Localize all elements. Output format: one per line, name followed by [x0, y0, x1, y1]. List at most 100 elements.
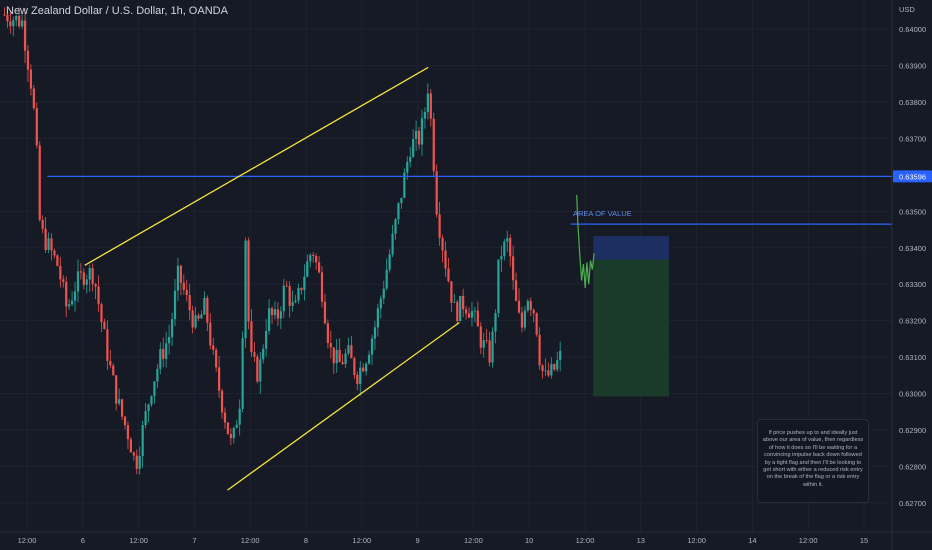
risk-zone	[593, 236, 669, 260]
candle-body	[438, 214, 441, 238]
candle-body	[462, 295, 465, 310]
candle-body	[456, 302, 459, 322]
candle-body	[238, 408, 241, 425]
candle-body	[256, 356, 259, 382]
candle-body	[447, 268, 450, 282]
candle-body	[514, 280, 518, 301]
candle-body	[326, 323, 329, 344]
y-tick-label: 0.63200	[899, 317, 926, 326]
candle-body	[538, 334, 541, 366]
y-tick-label: 0.63500	[899, 207, 926, 216]
x-tick-label: 12:00	[241, 536, 260, 545]
candle-body	[162, 349, 165, 359]
candle-body	[188, 295, 191, 311]
candle-body	[85, 279, 88, 285]
y-tick-label: 0.62900	[899, 426, 926, 435]
candle-body	[91, 268, 94, 285]
candle-body	[464, 309, 468, 314]
candle-body	[303, 276, 306, 291]
candle-body	[262, 348, 265, 360]
position-tool[interactable]	[593, 236, 669, 397]
candle-body	[291, 302, 294, 306]
candle-body	[47, 238, 50, 250]
candle-body	[241, 338, 244, 409]
candle-body	[209, 322, 212, 346]
candle-body	[506, 237, 509, 242]
candle-body	[532, 309, 535, 314]
candle-body	[444, 250, 447, 269]
x-tick-label: 12:00	[687, 536, 706, 545]
candle-body	[165, 343, 168, 359]
candles	[3, 7, 562, 475]
candle-body	[488, 340, 491, 363]
candle-body	[553, 364, 556, 370]
candle-body	[420, 118, 424, 145]
candle-body	[459, 295, 462, 322]
currency-label: USD	[899, 5, 915, 14]
candle-body	[338, 349, 341, 363]
candle-body	[244, 240, 247, 339]
candle-body	[35, 108, 38, 146]
candle-body	[441, 237, 444, 251]
y-tick-label: 0.63300	[899, 280, 926, 289]
x-tick-label: 12:00	[799, 536, 818, 545]
candle-body	[259, 359, 262, 382]
y-tick-label: 0.63800	[899, 98, 926, 107]
x-tick-label: 12:00	[18, 536, 37, 545]
candle-body	[253, 352, 256, 357]
candle-body	[559, 350, 562, 361]
candle-body	[26, 50, 30, 70]
candle-body	[288, 286, 291, 306]
x-tick-label: 7	[192, 536, 196, 545]
candle-body	[206, 297, 209, 323]
candle-body	[12, 20, 15, 27]
candle-body	[50, 238, 53, 251]
candle-body	[403, 172, 406, 198]
candle-body	[106, 329, 109, 361]
candle-body	[317, 262, 321, 273]
candle-body	[500, 256, 503, 260]
candle-body	[453, 302, 456, 303]
candle-body	[267, 308, 271, 331]
y-tick-label: 0.62800	[899, 462, 926, 471]
candle-body	[294, 300, 297, 303]
candle-body	[218, 367, 221, 391]
candle-body	[382, 288, 385, 299]
candle-body	[309, 254, 312, 262]
candle-body	[173, 290, 177, 320]
candle-body	[212, 345, 215, 350]
candle-body	[235, 424, 238, 428]
symbol-title[interactable]: New Zealand Dollar / U.S. Dollar, 1h, OA…	[6, 5, 228, 17]
candle-body	[479, 326, 482, 348]
candle-body	[365, 363, 368, 372]
candle-body	[265, 330, 268, 349]
candle-body	[118, 399, 121, 404]
price-badge-label: 0.63596	[899, 172, 926, 181]
candle-body	[73, 291, 77, 301]
candle-body	[473, 310, 477, 312]
candle-body	[138, 456, 141, 469]
candle-body	[497, 259, 500, 314]
candle-body	[323, 301, 327, 324]
drawings[interactable]	[47, 66, 892, 491]
candle-body	[379, 298, 382, 309]
price-badge	[893, 170, 932, 183]
trade-note[interactable]: If price pushes up to and ideally just a…	[757, 419, 869, 503]
candle-body	[312, 254, 315, 257]
y-tick-label: 0.63400	[899, 244, 926, 253]
candle-body	[147, 404, 150, 412]
candle-body	[376, 308, 379, 328]
candle-body	[512, 256, 515, 281]
candle-body	[526, 300, 529, 311]
candle-body	[273, 309, 277, 316]
candle-body	[450, 281, 453, 303]
candle-body	[220, 390, 224, 413]
candle-body	[397, 203, 400, 220]
candle-body	[97, 286, 100, 305]
candle-body	[344, 353, 347, 365]
candle-body	[185, 289, 188, 296]
candle-body	[44, 228, 47, 250]
